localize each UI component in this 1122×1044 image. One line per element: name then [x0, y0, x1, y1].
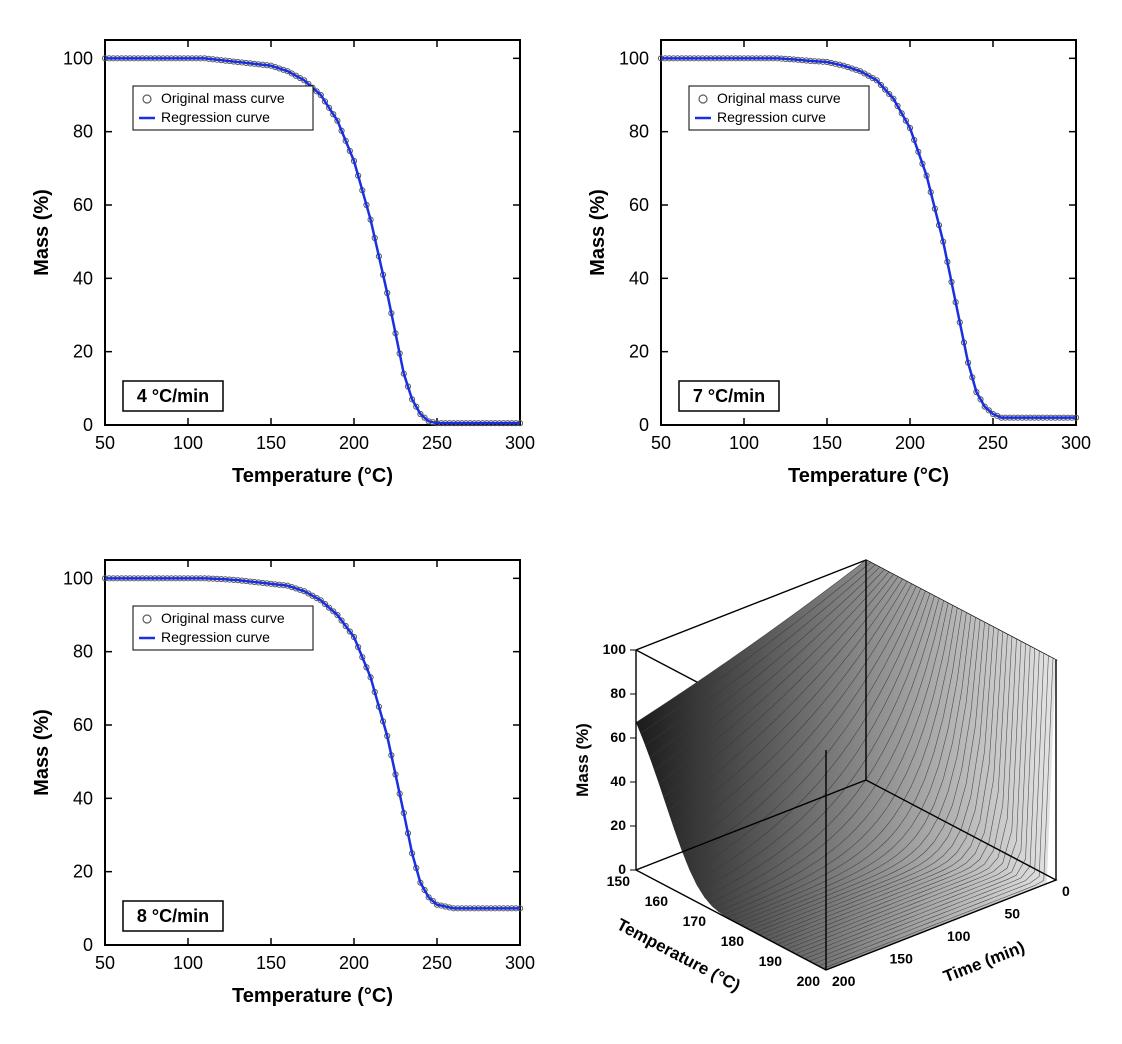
time-tick-label: 0: [1062, 883, 1070, 899]
legend-item-regression: Regression curve: [161, 109, 270, 125]
y-tick-label: 100: [63, 568, 93, 588]
y-axis-label: Mass (%): [587, 189, 609, 276]
rate-label: 8 °C/min: [137, 906, 209, 926]
y-tick-label: 40: [73, 788, 93, 808]
y-tick-label: 20: [73, 342, 93, 362]
x-tick-label: 150: [256, 953, 286, 973]
x-axis-label: Temperature (°C): [232, 465, 393, 487]
panel-tga-7: 50 100 150 200 250 300 0 20 40 60 80 100 Temperature…: [576, 20, 1096, 500]
x-tick-label: 150: [812, 433, 842, 453]
z-tick-label: 20: [610, 817, 626, 833]
time-tick-label: 200: [832, 973, 856, 989]
legend-item-original: Original mass curve: [161, 90, 285, 106]
temp-tick-label: 160: [645, 893, 669, 909]
z-axis-label: Mass (%): [576, 723, 592, 797]
x-tick-label: 250: [422, 953, 452, 973]
time-tick-label: 50: [1005, 906, 1021, 922]
rate-label: 7 °C/min: [693, 386, 765, 406]
panel-tga-4: 50 100 150 200 250 300 0 20 40 60 80 100 Temperature…: [20, 20, 540, 500]
legend-item-regression: Regression curve: [161, 629, 270, 645]
x-axis-label: Temperature (°C): [788, 465, 949, 487]
y-tick-label: 20: [629, 342, 649, 362]
temp-axis-label: Temperature (°C): [614, 915, 744, 996]
y-tick-label: 40: [73, 268, 93, 288]
temp-tick-label: 150: [607, 873, 631, 889]
x-tick-label: 50: [95, 433, 115, 453]
rate-label: 4 °C/min: [137, 386, 209, 406]
time-axis-label: Time (min): [941, 937, 1028, 986]
surface-fill: [636, 560, 1056, 970]
temp-tick-label: 170: [683, 913, 707, 929]
y-tick-label: 60: [73, 715, 93, 735]
y-tick-label: 80: [629, 122, 649, 142]
x-tick-label: 200: [339, 433, 369, 453]
x-tick-label: 300: [505, 953, 535, 973]
legend-item-original: Original mass curve: [717, 90, 841, 106]
x-tick-label: 300: [505, 433, 535, 453]
temp-tick-label: 190: [759, 953, 783, 969]
y-tick-label: 60: [73, 195, 93, 215]
legend-item-regression: Regression curve: [717, 109, 826, 125]
y-tick-label: 60: [629, 195, 649, 215]
figure-grid: 50100150200250300020406080100Temperature…: [20, 20, 1102, 1020]
y-tick-label: 0: [83, 935, 93, 955]
legend-item-original: Original mass curve: [161, 610, 285, 626]
z-tick-label: 40: [610, 773, 626, 789]
time-tick-label: 150: [890, 951, 914, 967]
time-tick-label: 100: [947, 928, 971, 944]
x-tick-label: 50: [651, 433, 671, 453]
y-tick-label: 0: [639, 415, 649, 435]
z-tick-label: 100: [603, 641, 627, 657]
x-axis-label: Temperature (°C): [232, 985, 393, 1007]
x-tick-label: 200: [895, 433, 925, 453]
x-tick-label: 150: [256, 433, 286, 453]
panel-tga-8: 50 100 150 200 250 300 0 20 40 60 80 100 Temperature…: [20, 540, 540, 1020]
x-tick-label: 100: [729, 433, 759, 453]
x-tick-label: 100: [173, 433, 203, 453]
y-axis-label: Mass (%): [31, 189, 53, 276]
x-tick-label: 50: [95, 953, 115, 973]
y-tick-label: 0: [83, 415, 93, 435]
x-tick-label: 250: [422, 433, 452, 453]
x-tick-label: 250: [978, 433, 1008, 453]
y-tick-label: 40: [629, 268, 649, 288]
y-tick-label: 80: [73, 122, 93, 142]
panel-3d-surface: 0 20 40 60 80 100 Mass (%) 150 160 170 180 190 200 Te…: [576, 540, 1096, 1020]
z-tick-label: 60: [610, 729, 626, 745]
y-axis-label: Mass (%): [31, 709, 53, 796]
x-tick-label: 300: [1061, 433, 1091, 453]
temp-tick-label: 180: [721, 933, 745, 949]
temp-tick-label: 200: [797, 973, 821, 989]
x-tick-label: 200: [339, 953, 369, 973]
y-tick-label: 100: [619, 48, 649, 68]
y-tick-label: 80: [73, 642, 93, 662]
x-tick-label: 100: [173, 953, 203, 973]
y-tick-label: 100: [63, 48, 93, 68]
y-tick-label: 20: [73, 862, 93, 882]
z-tick-label: 80: [610, 685, 626, 701]
